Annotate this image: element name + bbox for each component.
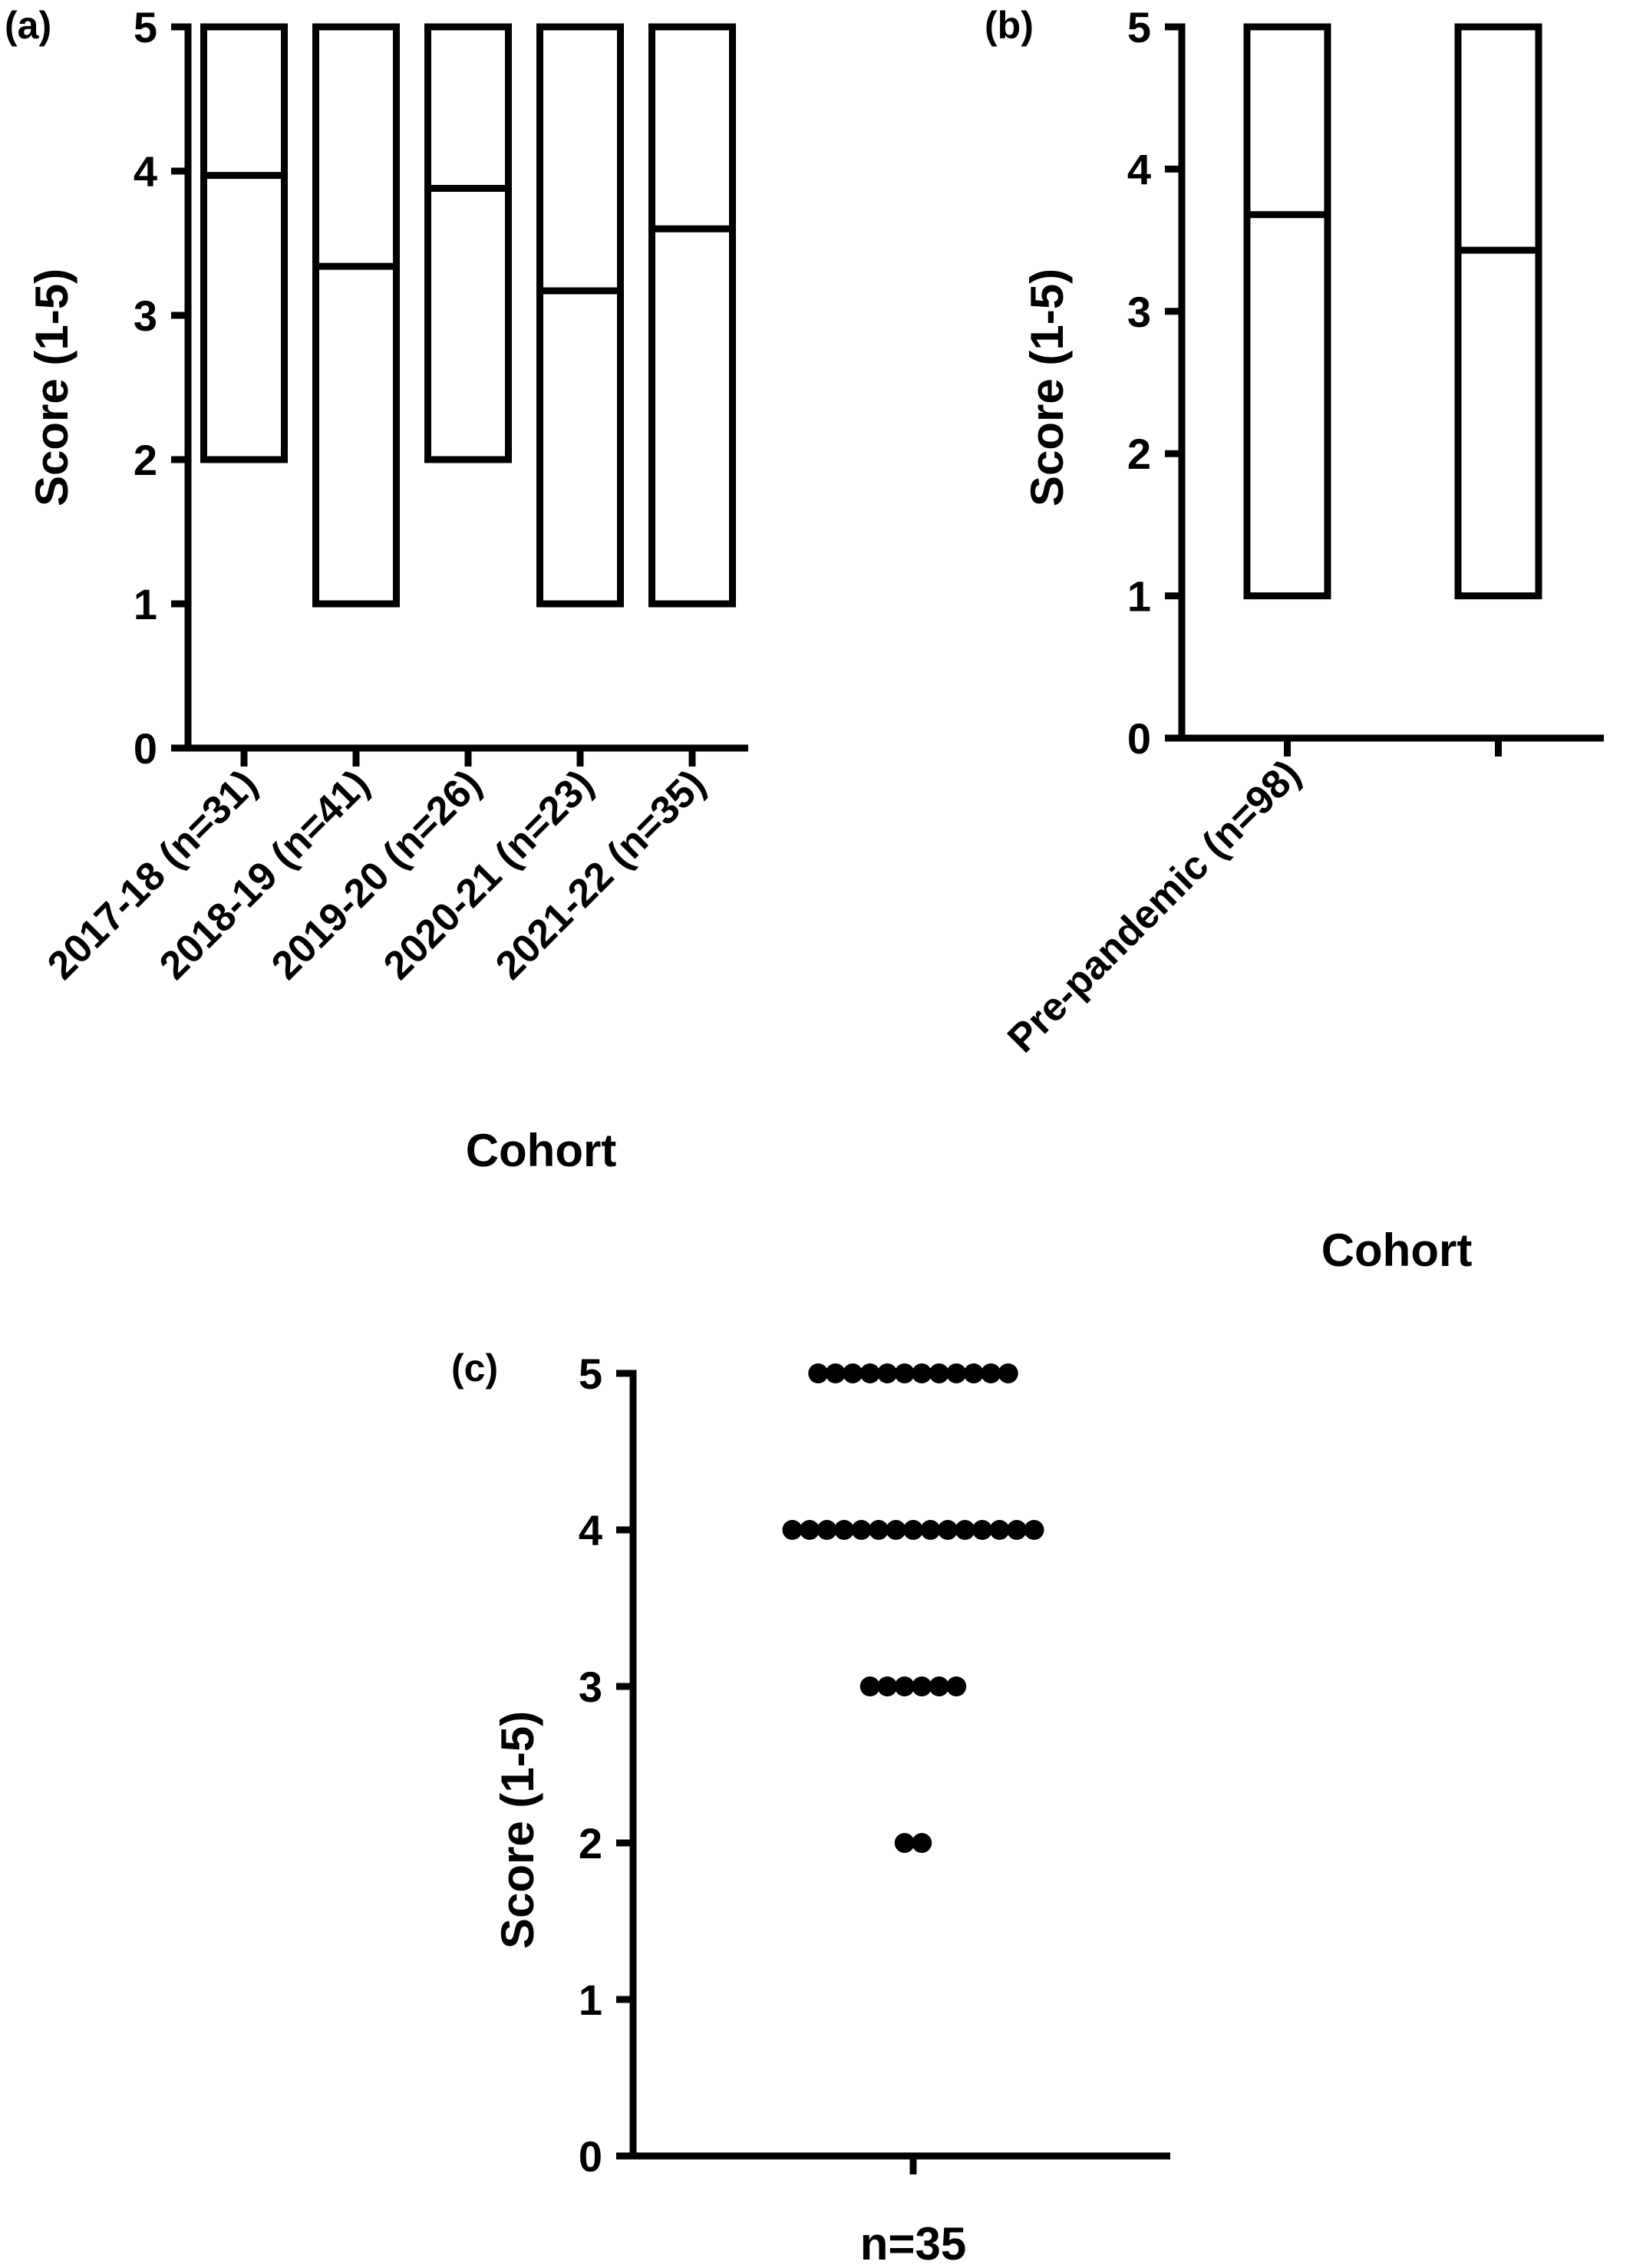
panel-a-y-tick-label-2: 2	[134, 436, 157, 484]
panel-c-point-9	[963, 1363, 984, 1383]
panel-a-box-4	[648, 23, 736, 608]
panel-c-point-28	[877, 1676, 898, 1696]
panel-b-y-tick-label-1: 1	[1127, 572, 1151, 621]
panel-c-y-axis-title: Score (1-5)	[492, 1711, 543, 1949]
panel-c-point-21	[938, 1520, 958, 1540]
panel-c-point-0	[808, 1363, 829, 1383]
panel-c-point-23	[972, 1520, 992, 1540]
panel-c-y-tick-label-2: 2	[579, 1819, 602, 1867]
panel-c-point-17	[869, 1520, 889, 1540]
panel-c-point-24	[989, 1520, 1010, 1540]
panel-c-point-33	[894, 1833, 915, 1853]
panel-a-x-tick-label-3: 2020-21 (n=23)	[375, 761, 602, 987]
panel-c-point-4	[877, 1363, 898, 1383]
panel-c-point-12	[782, 1520, 803, 1540]
panel-b-x-tick-label-0: Pre-pandemic (n=98)	[999, 751, 1309, 1061]
panel-a-box-2	[424, 23, 512, 463]
panel-c-point-19	[903, 1520, 923, 1540]
panel-a-x-axis-title: Cohort	[466, 1125, 617, 1176]
panel-a: (a) Score (1-5) Cohort 0 1 2 3 4 5 2017-18 (n=…	[5, 3, 748, 1176]
panel-c-point-18	[886, 1520, 906, 1540]
panel-c-point-15	[834, 1520, 854, 1540]
panel-a-x-tick-label-4: 2021-22 (n=35)	[487, 761, 714, 987]
panel-c-point-25	[1007, 1520, 1027, 1540]
panel-c-point-22	[955, 1520, 975, 1540]
panel-a-x-tick-label-1: 2018-19 (n=41)	[151, 761, 378, 987]
panel-a-x-tick-label-2: 2019-20 (n=26)	[263, 761, 490, 987]
panel-a-y-tick-label-3: 3	[134, 292, 157, 340]
panel-c-point-34	[912, 1833, 932, 1853]
panel-c-y-tick-label-1: 1	[579, 1976, 602, 2024]
panel-a-y-tick-label-5: 5	[134, 3, 157, 51]
panel-c-point-32	[946, 1676, 967, 1696]
panel-c-point-1	[825, 1363, 846, 1383]
panel-c-label: (c)	[451, 1347, 498, 1389]
panel-b-x-axis-title: Cohort	[1321, 1225, 1473, 1276]
panel-c-point-6	[912, 1363, 932, 1383]
panel-c-point-5	[894, 1363, 915, 1383]
panel-c-point-31	[929, 1676, 949, 1696]
panel-b-y-tick-label-5: 5	[1127, 3, 1151, 51]
panel-b-box-0	[1243, 23, 1331, 600]
panel-c-point-13	[800, 1520, 820, 1540]
panel-a-y-tick-label-0: 0	[134, 724, 157, 773]
panel-c-x-axis-title: n=35	[860, 2218, 966, 2268]
panel-c-point-20	[920, 1520, 941, 1540]
panel-c-point-29	[894, 1676, 915, 1696]
panel-c-point-10	[981, 1363, 1001, 1383]
panel-b-y-axis-title: Score (1-5)	[1021, 269, 1073, 506]
panel-c: (c) Score (1-5) n=35 0 1 2 3 4 5	[451, 1347, 1170, 2268]
panel-a-box-1	[312, 23, 400, 608]
panel-c-point-26	[1024, 1520, 1044, 1540]
panel-a-label: (a)	[5, 4, 51, 47]
panel-a-box-0	[200, 23, 288, 463]
panel-c-point-3	[859, 1363, 880, 1383]
panel-c-y-tick-label-0: 0	[579, 2132, 602, 2181]
panel-c-point-7	[929, 1363, 949, 1383]
panel-b-y-tick-label-2: 2	[1127, 430, 1151, 478]
panel-a-x-tick-label-0: 2017-18 (n=31)	[39, 761, 266, 987]
panel-c-y-tick-label-3: 3	[579, 1663, 602, 1711]
panel-b: (b) Score (1-5) Cohort 0 1 2 3 4 5 Pre-pandemi…	[985, 3, 1604, 1276]
panel-c-point-27	[859, 1676, 880, 1696]
panel-c-point-2	[843, 1363, 863, 1383]
panel-a-box-3	[536, 23, 624, 608]
panel-c-y-tick-label-4: 4	[579, 1506, 602, 1554]
panel-c-point-11	[998, 1363, 1018, 1383]
panel-a-y-tick-label-4: 4	[134, 147, 157, 196]
panel-c-point-30	[912, 1676, 932, 1696]
panel-b-label: (b)	[985, 4, 1034, 47]
panel-c-point-14	[816, 1520, 837, 1540]
panel-b-y-tick-label-4: 4	[1127, 145, 1151, 193]
panel-a-y-axis-title: Score (1-5)	[26, 269, 78, 506]
panel-b-y-tick-label-3: 3	[1127, 288, 1151, 336]
panel-b-box-1	[1454, 23, 1542, 600]
panel-c-point-8	[946, 1363, 967, 1383]
panel-c-point-16	[851, 1520, 872, 1540]
panel-b-y-tick-label-0: 0	[1127, 714, 1151, 763]
panel-a-y-tick-label-1: 1	[134, 580, 157, 628]
panel-c-y-tick-label-5: 5	[579, 1350, 602, 1398]
